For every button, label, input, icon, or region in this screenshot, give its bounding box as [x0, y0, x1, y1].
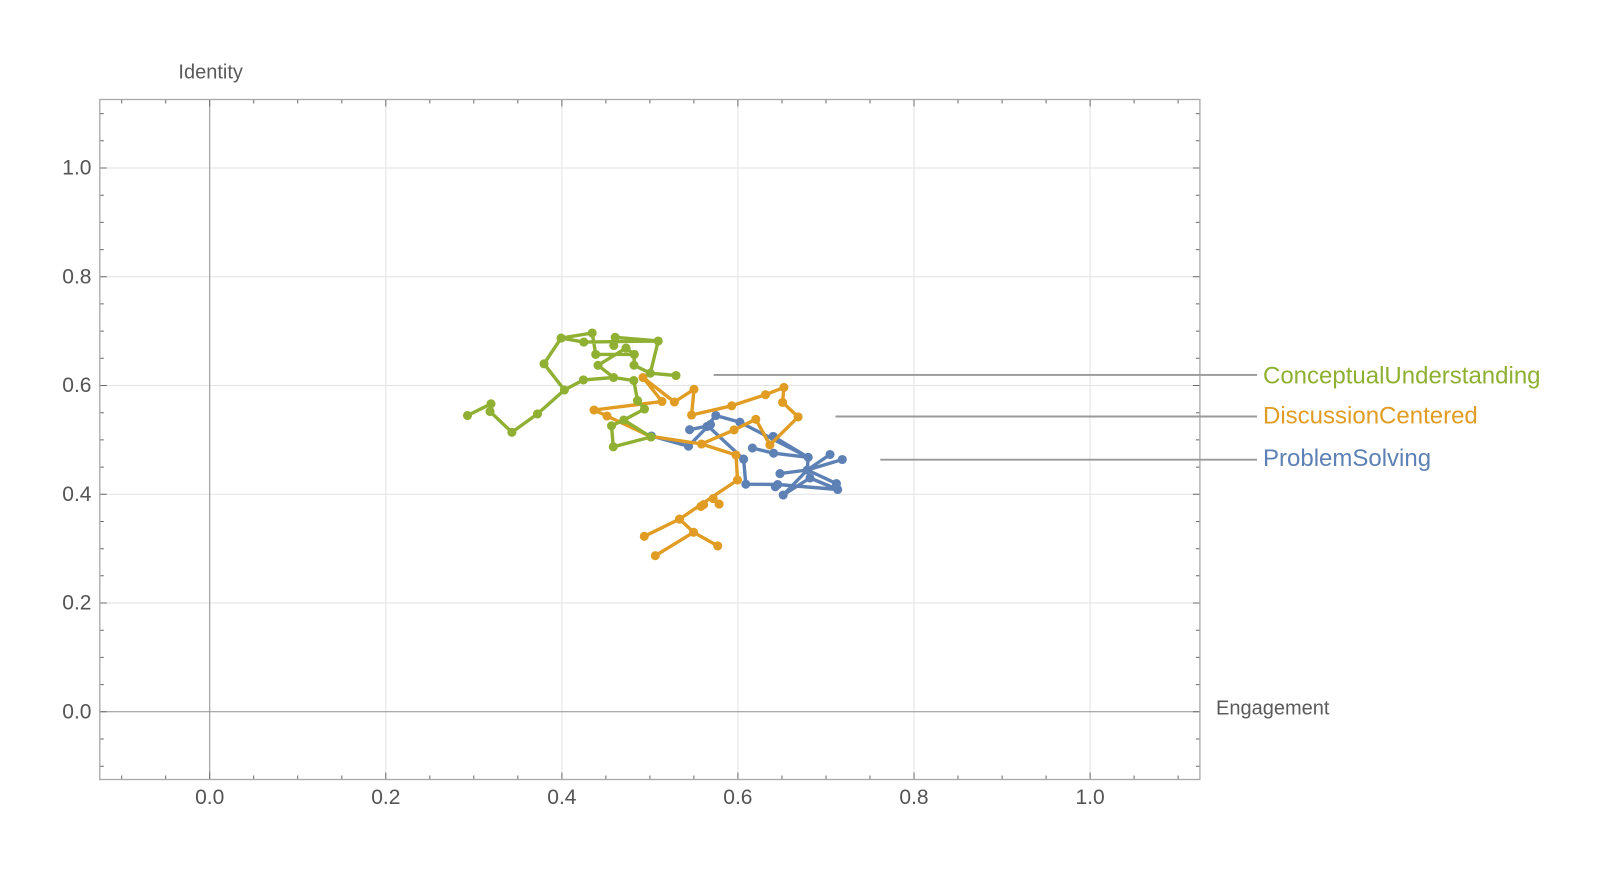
svg-text:0.8: 0.8 [62, 265, 91, 288]
svg-text:ConceptualUnderstanding: ConceptualUnderstanding [1263, 363, 1541, 390]
svg-text:0.4: 0.4 [62, 483, 92, 506]
svg-text:Engagement: Engagement [1216, 697, 1330, 719]
svg-text:0.2: 0.2 [371, 786, 400, 809]
svg-text:1.0: 1.0 [62, 157, 91, 180]
svg-text:Identity: Identity [178, 62, 242, 84]
svg-text:0.6: 0.6 [723, 786, 752, 809]
svg-text:0.0: 0.0 [62, 700, 91, 723]
svg-text:0.8: 0.8 [899, 786, 928, 809]
svg-text:DiscussionCentered: DiscussionCentered [1263, 402, 1478, 429]
svg-text:0.4: 0.4 [547, 786, 577, 809]
svg-text:0.0: 0.0 [195, 786, 224, 809]
svg-text:0.6: 0.6 [62, 374, 91, 397]
svg-text:0.2: 0.2 [62, 592, 91, 615]
svg-text:1.0: 1.0 [1075, 786, 1104, 809]
svg-text:ProblemSolving: ProblemSolving [1263, 445, 1431, 472]
